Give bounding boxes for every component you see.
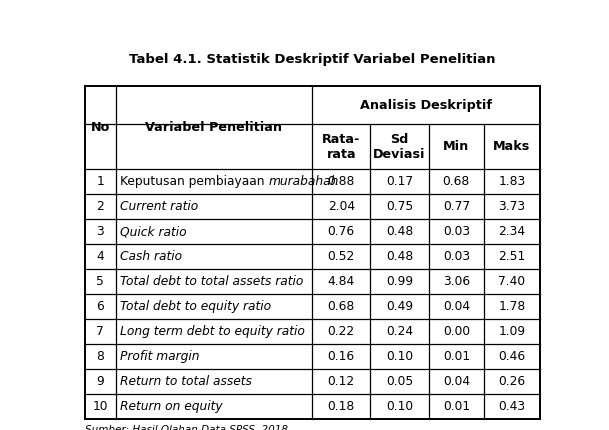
Text: 0.77: 0.77 [443, 200, 470, 213]
Text: 3.06: 3.06 [443, 275, 470, 288]
Text: 0.88: 0.88 [328, 175, 355, 188]
Text: 1: 1 [96, 175, 104, 188]
Text: 9: 9 [96, 375, 104, 388]
Text: 0.48: 0.48 [386, 250, 413, 263]
Text: 0.68: 0.68 [443, 175, 470, 188]
Text: 0.24: 0.24 [386, 325, 413, 338]
Text: 0.03: 0.03 [443, 250, 470, 263]
Text: 3.73: 3.73 [498, 200, 526, 213]
Text: Keputusan pembiayaan: Keputusan pembiayaan [121, 175, 269, 188]
Text: Total debt to total assets ratio: Total debt to total assets ratio [121, 275, 304, 288]
Text: 7.40: 7.40 [498, 275, 526, 288]
Text: Variabel Penelitian: Variabel Penelitian [146, 121, 283, 134]
Text: 0.16: 0.16 [328, 350, 355, 363]
Text: 0.01: 0.01 [443, 350, 470, 363]
Text: 4.84: 4.84 [328, 275, 355, 288]
Text: 2.51: 2.51 [498, 250, 526, 263]
Text: Sumber: Hasil Olahan Data SPSS, 2018: Sumber: Hasil Olahan Data SPSS, 2018 [85, 425, 287, 430]
Text: 0.49: 0.49 [386, 300, 413, 313]
Text: Maks: Maks [493, 140, 530, 153]
Text: 8: 8 [96, 350, 104, 363]
Text: 0.03: 0.03 [443, 225, 470, 238]
Text: Quick ratio: Quick ratio [121, 225, 187, 238]
Text: 0.05: 0.05 [386, 375, 413, 388]
Text: murabahah: murabahah [269, 175, 339, 188]
Text: 6: 6 [96, 300, 104, 313]
Text: Return on equity: Return on equity [121, 400, 223, 413]
Text: 1.83: 1.83 [498, 175, 526, 188]
Text: No: No [90, 121, 110, 134]
Text: 1.09: 1.09 [498, 325, 526, 338]
Text: 0.76: 0.76 [328, 225, 355, 238]
Text: 0.52: 0.52 [328, 250, 355, 263]
Text: Profit margin: Profit margin [121, 350, 200, 363]
Text: 0.75: 0.75 [386, 200, 413, 213]
Text: Long term debt to equity ratio: Long term debt to equity ratio [121, 325, 305, 338]
Text: 10: 10 [93, 400, 108, 413]
Text: Rata-
rata: Rata- rata [322, 132, 361, 161]
Text: 0.18: 0.18 [328, 400, 355, 413]
Text: 0.43: 0.43 [498, 400, 526, 413]
Text: 7: 7 [96, 325, 104, 338]
Text: 0.10: 0.10 [386, 350, 413, 363]
Text: 2: 2 [96, 200, 104, 213]
Text: 1.78: 1.78 [498, 300, 526, 313]
Text: Total debt to equity ratio: Total debt to equity ratio [121, 300, 272, 313]
Text: Current ratio: Current ratio [121, 200, 199, 213]
Text: 0.01: 0.01 [443, 400, 470, 413]
Text: 5: 5 [96, 275, 104, 288]
Text: 2.04: 2.04 [328, 200, 355, 213]
Text: 0.12: 0.12 [328, 375, 355, 388]
Text: 0.00: 0.00 [443, 325, 470, 338]
Text: 0.99: 0.99 [386, 275, 413, 288]
Text: 0.46: 0.46 [498, 350, 526, 363]
Text: 0.10: 0.10 [386, 400, 413, 413]
Text: Return to total assets: Return to total assets [121, 375, 252, 388]
Text: Analisis Deskriptif: Analisis Deskriptif [360, 99, 492, 112]
Text: 0.17: 0.17 [386, 175, 413, 188]
Text: Sd
Deviasi: Sd Deviasi [373, 132, 426, 161]
Text: 0.26: 0.26 [498, 375, 526, 388]
Text: Min: Min [443, 140, 470, 153]
Text: 3: 3 [96, 225, 104, 238]
Text: 4: 4 [96, 250, 104, 263]
Text: 0.48: 0.48 [386, 225, 413, 238]
Text: 0.04: 0.04 [443, 300, 470, 313]
Text: Tabel 4.1. Statistik Deskriptif Variabel Penelitian: Tabel 4.1. Statistik Deskriptif Variabel… [129, 53, 495, 66]
Text: 0.68: 0.68 [328, 300, 355, 313]
Text: 2.34: 2.34 [498, 225, 526, 238]
Text: Cash ratio: Cash ratio [121, 250, 183, 263]
Text: 0.22: 0.22 [328, 325, 355, 338]
Text: 0.04: 0.04 [443, 375, 470, 388]
